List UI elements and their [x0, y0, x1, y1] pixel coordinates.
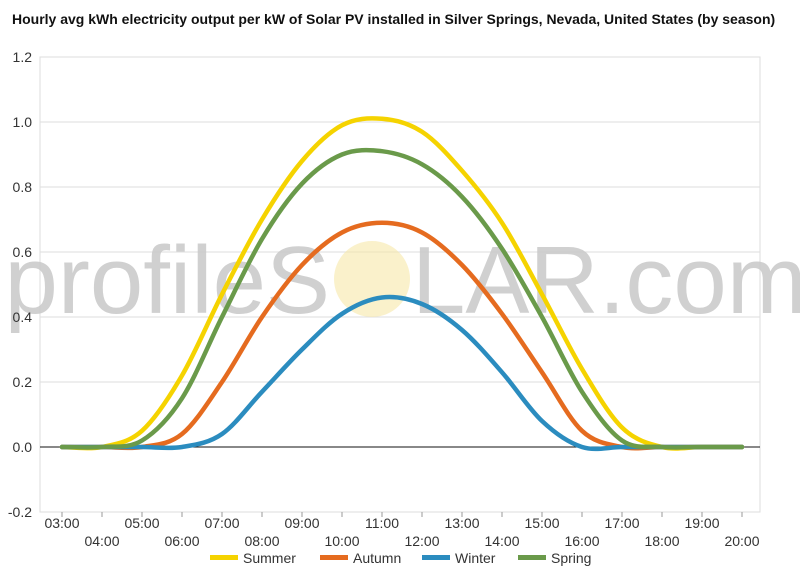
series-line-spring: [59, 147, 745, 450]
y-tick-label-5: 0.8: [13, 179, 33, 195]
series-lines: [59, 116, 745, 452]
series-line-summer: [59, 116, 745, 451]
chart-title: Hourly avg kWh electricity output per kW…: [12, 11, 776, 27]
x-tick-label-6: 09:00: [284, 515, 319, 531]
watermark-text-left: profileS: [5, 227, 331, 334]
x-tick-label-8: 11:00: [365, 515, 399, 531]
x-tick-label-10: 13:00: [444, 515, 479, 531]
x-tick-label-3: 06:00: [164, 533, 199, 549]
watermark-sun-icon: [334, 241, 410, 317]
legend-swatch-summer: [210, 555, 238, 560]
legend-swatch-winter: [422, 555, 450, 560]
y-tick-label-3: 0.4: [13, 309, 33, 325]
watermark: profileS LAR.com: [5, 227, 800, 334]
y-tick-label-6: 1.0: [13, 114, 33, 130]
x-tick-label-11: 14:00: [484, 533, 519, 549]
x-tick-label-2: 05:00: [124, 515, 159, 531]
x-tick-label-7: 10:00: [324, 533, 359, 549]
legend-label-winter: Winter: [455, 550, 496, 566]
y-tick-label-0: -0.2: [8, 504, 32, 520]
x-tick-label-0: 03:00: [44, 515, 79, 531]
y-tick-label-7: 1.2: [13, 49, 33, 65]
legend: Summer Autumn Winter Spring: [210, 550, 591, 566]
x-tick-label-13: 16:00: [564, 533, 599, 549]
legend-label-autumn: Autumn: [353, 550, 401, 566]
y-tick-label-4: 0.6: [13, 244, 33, 260]
x-tick-label-1: 04:00: [84, 533, 119, 549]
y-tick-label-1: 0.0: [13, 439, 33, 455]
x-tick-label-5: 08:00: [244, 533, 279, 549]
x-tick-label-17: 20:00: [724, 533, 759, 549]
legend-label-spring: Spring: [551, 550, 591, 566]
x-tick-label-4: 07:00: [204, 515, 239, 531]
watermark-text-right: LAR.com: [412, 227, 800, 334]
legend-label-summer: Summer: [243, 550, 296, 566]
legend-swatch-autumn: [320, 555, 348, 560]
x-tick-label-16: 19:00: [684, 515, 719, 531]
legend-swatch-spring: [518, 555, 546, 560]
x-tick-label-9: 12:00: [404, 533, 439, 549]
plot-frame: [39, 56, 761, 513]
x-tick-label-15: 18:00: [644, 533, 679, 549]
x-tick-label-12: 15:00: [524, 515, 559, 531]
y-axis-ticks: -0.2 0.0 0.2 0.4 0.6 0.8 1.0 1.2: [8, 49, 32, 520]
x-tick-label-14: 17:00: [604, 515, 639, 531]
series-line-winter: [59, 294, 745, 452]
x-axis-ticks: 03:00 04:00 05:00 06:00 07:00 08:00 09:00 10:00…: [44, 512, 760, 549]
y-tick-label-2: 0.2: [13, 374, 33, 390]
